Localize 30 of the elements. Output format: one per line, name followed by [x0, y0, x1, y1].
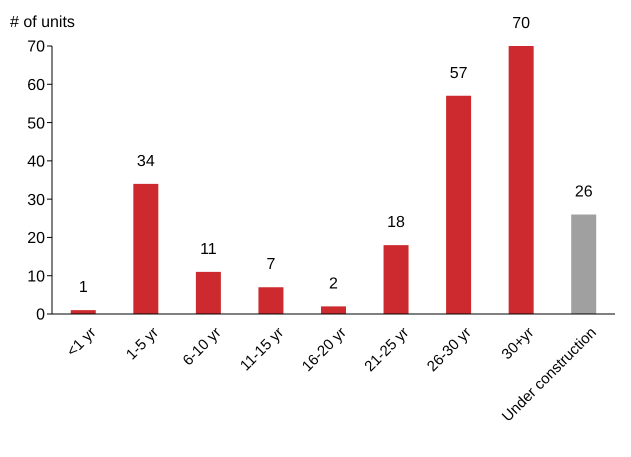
y-axis-title: # of units — [10, 14, 75, 32]
y-tick-label: 50 — [27, 115, 46, 132]
bar — [571, 214, 596, 314]
y-tick-label: 20 — [27, 230, 46, 248]
data-label: 34 — [136, 152, 155, 170]
bar — [508, 46, 534, 314]
bar — [258, 287, 284, 314]
bar — [196, 272, 221, 314]
bar — [446, 96, 472, 314]
y-tick-label: 30 — [27, 192, 46, 209]
data-label: 57 — [450, 64, 468, 82]
bar — [320, 306, 346, 314]
data-label: 7 — [266, 256, 276, 274]
bar — [384, 245, 409, 314]
y-tick-label: 10 — [27, 268, 46, 286]
y-tick-label: 40 — [27, 154, 46, 171]
data-label: 26 — [574, 183, 593, 200]
y-tick-label: 0 — [36, 306, 46, 324]
y-tick-label: 70 — [27, 38, 46, 56]
bar — [70, 310, 96, 314]
x-tick-label: 1-5 yr — [122, 324, 162, 364]
data-label: 11 — [200, 240, 217, 258]
data-label: 1 — [78, 279, 88, 296]
x-tick-label: <1 yr — [64, 324, 100, 360]
data-label: 70 — [512, 15, 530, 32]
bar — [133, 184, 158, 314]
data-label: 2 — [329, 275, 338, 292]
y-tick-label: 60 — [27, 76, 46, 94]
data-label: 18 — [387, 214, 406, 232]
x-tick-label: 6-10 yr — [180, 324, 225, 370]
